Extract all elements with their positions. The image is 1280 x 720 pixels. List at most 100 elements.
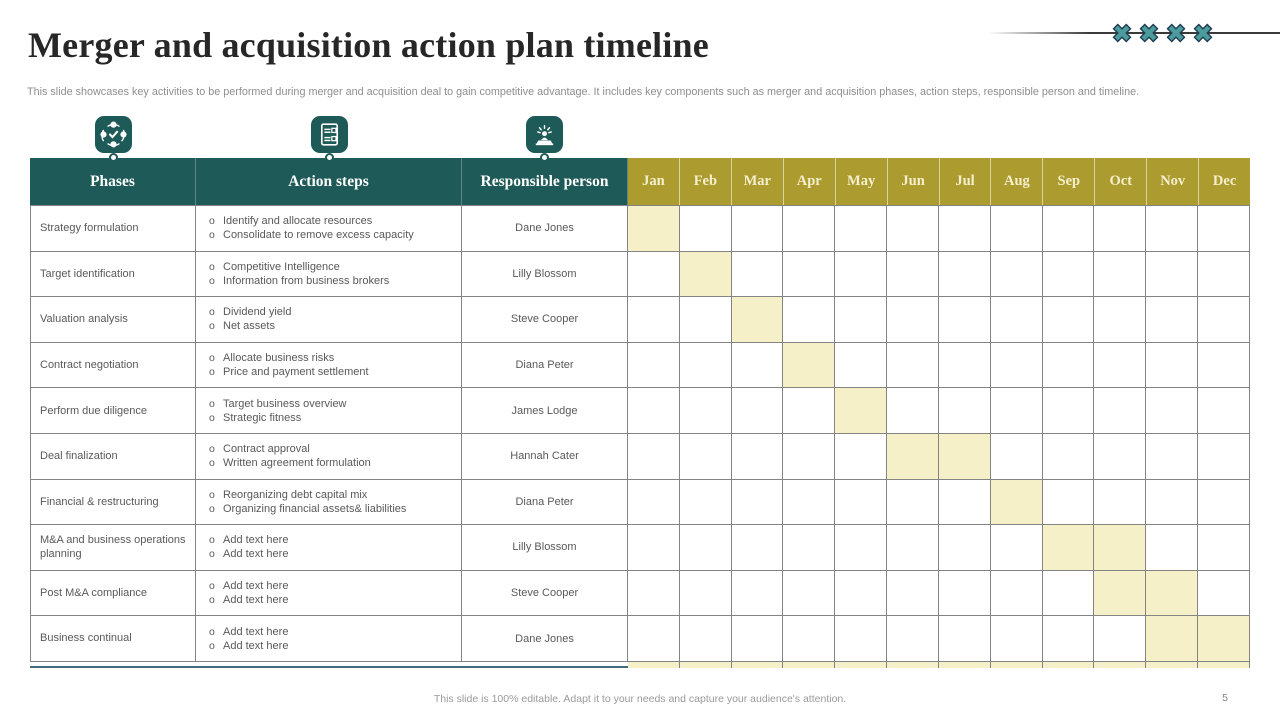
action-step-item: o Competitive Intelligence — [200, 261, 457, 273]
bottom-strip-cell — [1042, 661, 1095, 668]
gantt-cell — [990, 342, 1043, 389]
gantt-cell — [783, 616, 836, 662]
action-steps-cell: o Competitive Intelligence o Information fr… — [196, 251, 462, 298]
gantt-cell — [887, 251, 939, 298]
table-row: Business continual o Add text here o Add tex… — [30, 616, 1250, 662]
gantt-cell — [1146, 525, 1199, 571]
gantt-cell — [679, 388, 732, 434]
x-icon — [1139, 23, 1159, 43]
gantt-cell — [835, 570, 888, 617]
bottom-strip-cell — [1198, 661, 1250, 668]
gantt-active-cell — [887, 433, 939, 480]
table-row: Target identification o Competitive Intell… — [30, 251, 1250, 298]
gantt-cell — [1094, 388, 1147, 434]
gantt-active-cell — [1146, 616, 1199, 662]
action-step-text: Consolidate to remove excess capacity — [223, 229, 414, 242]
table-row: M&A and business operations planning o Add… — [30, 525, 1250, 571]
gantt-cell — [1198, 251, 1250, 298]
bullet-marker: o — [209, 306, 215, 319]
gantt-active-cell — [628, 206, 680, 252]
gantt-cell — [990, 433, 1043, 480]
phase-cell: Strategy formulation — [30, 206, 196, 252]
action-step-item: o Add text here — [200, 626, 457, 638]
table-row: Deal finalization o Contract approval o Writ… — [30, 433, 1250, 480]
gantt-cell — [679, 479, 732, 526]
header-responsible-person: Responsible person — [462, 158, 628, 205]
gantt-cell — [1042, 297, 1095, 343]
responsible-person-cell: James Lodge — [462, 388, 628, 434]
bullet-marker: o — [209, 366, 215, 379]
gantt-cell — [1042, 206, 1095, 252]
gantt-active-cell — [1042, 525, 1095, 571]
gantt-cell — [990, 297, 1043, 343]
bullet-marker: o — [209, 625, 215, 638]
bottom-strip-cell — [990, 661, 1043, 668]
month-header-mar: Mar — [731, 158, 784, 205]
gantt-cell — [1198, 297, 1250, 343]
action-step-text: Identify and allocate resources — [223, 215, 373, 228]
gantt-cell — [731, 479, 784, 526]
footer-note: This slide is 100% editable. Adapt it to… — [433, 693, 847, 705]
action-step-text: Allocate business risks — [223, 352, 335, 365]
gantt-cell — [1146, 297, 1199, 343]
gantt-cell — [679, 206, 732, 252]
action-step-text: Add text here — [223, 534, 289, 547]
gantt-cell — [990, 251, 1043, 298]
gantt-cell — [628, 616, 680, 662]
phase-cell: Target identification — [30, 251, 196, 298]
action-step-item: o Add text here — [200, 580, 457, 592]
gantt-cell — [1094, 297, 1147, 343]
connector-dot — [325, 153, 334, 162]
gantt-cell — [1146, 433, 1199, 480]
table-body: Strategy formulation o Identify and alloca… — [30, 205, 1250, 662]
header-phases: Phases — [30, 158, 196, 205]
gantt-cell — [1042, 433, 1095, 480]
action-steps-cell: o Contract approval o Written agreement for… — [196, 433, 462, 480]
action-step-item: o Consolidate to remove excess capacity — [200, 229, 457, 241]
action-step-text: Add text here — [223, 548, 289, 561]
gantt-cell — [783, 433, 836, 480]
bullet-marker: o — [209, 320, 215, 333]
gantt-cell — [887, 297, 939, 343]
gantt-cell — [835, 206, 888, 252]
gantt-cell — [990, 525, 1043, 571]
bullet-marker: o — [209, 215, 215, 228]
phase-cell: Financial & restructuring — [30, 479, 196, 526]
gantt-cell — [887, 388, 939, 434]
gantt-cell — [990, 570, 1043, 617]
table-row: Perform due diligence o Target business ov… — [30, 388, 1250, 434]
action-step-item: o Organizing financial assets& liabilitie… — [200, 503, 457, 515]
bullet-marker: o — [209, 229, 215, 242]
gantt-cell — [938, 525, 991, 571]
gantt-cell — [835, 297, 888, 343]
gantt-cell — [938, 388, 991, 434]
gantt-cell — [938, 570, 991, 617]
gantt-active-cell — [679, 251, 732, 298]
gantt-cell — [835, 251, 888, 298]
action-steps-cell: o Add text here o Add text here — [196, 525, 462, 571]
bullet-marker: o — [209, 443, 215, 456]
gantt-cell — [887, 479, 939, 526]
action-step-item: o Allocate business risks — [200, 352, 457, 364]
bottom-strip-left — [30, 662, 628, 668]
gantt-cell — [679, 570, 732, 617]
action-step-item: o Price and payment settlement — [200, 366, 457, 378]
action-steps-cell: o Allocate business risks o Price and payme… — [196, 342, 462, 389]
month-header-may: May — [835, 158, 888, 205]
header-action-steps: Action steps — [196, 158, 462, 205]
months-header: Jan Feb Mar Apr May Jun Jul Aug Sep Oct Nov Dec — [628, 158, 1251, 205]
bottom-strip-cell — [1146, 661, 1199, 668]
phase-cell: Valuation analysis — [30, 297, 196, 343]
month-header-feb: Feb — [679, 158, 732, 205]
gantt-cell — [628, 570, 680, 617]
responsible-person-cell: Dane Jones — [462, 616, 628, 662]
gantt-cell — [1146, 206, 1199, 252]
table-row: Financial & restructuring o Reorganizing d… — [30, 479, 1250, 526]
action-step-item: o Add text here — [200, 594, 457, 606]
gantt-cell — [783, 479, 836, 526]
bottom-strip-cell — [783, 661, 836, 668]
table-row: Valuation analysis o Dividend yield o Net as… — [30, 297, 1250, 343]
gantt-cell — [1094, 251, 1147, 298]
gantt-cell — [835, 525, 888, 571]
gantt-cell — [938, 206, 991, 252]
